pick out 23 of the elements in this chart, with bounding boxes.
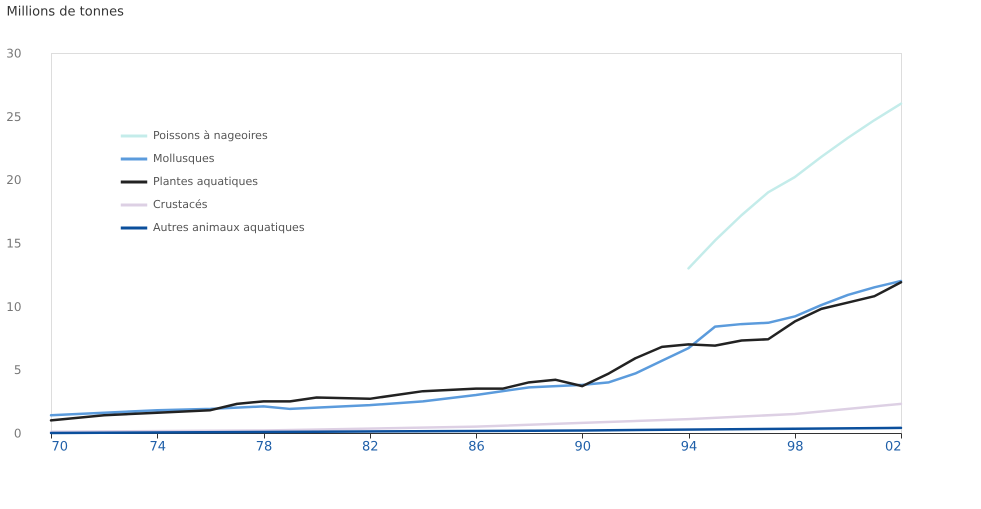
y-tick-label: 15: [6, 236, 22, 250]
legend-label: Mollusques: [153, 152, 215, 165]
line-series: [687, 102, 902, 270]
y-tick-label: 10: [6, 300, 22, 314]
y-axis-title: Millions de tonnes: [6, 4, 124, 20]
x-tick-label: 82: [362, 440, 379, 454]
y-tick-label: 25: [6, 110, 22, 124]
x-tick-label: 70: [52, 440, 68, 454]
legend-label: Autres animaux aquatiques: [153, 221, 305, 234]
y-tick-label: 5: [14, 363, 22, 378]
legend-label: Crustacés: [153, 198, 208, 211]
y-tick-label: 30: [6, 46, 22, 60]
x-tick-label: 86: [468, 440, 485, 454]
y-tick-label: 20: [6, 173, 22, 188]
x-tick-label: 90: [574, 440, 592, 454]
x-tick-label: 02: [884, 440, 902, 454]
x-tick-label: 74: [149, 440, 166, 454]
x-tick-label: 94: [680, 440, 698, 454]
x-tick-label: 98: [786, 440, 804, 454]
x-tick-label: 78: [256, 440, 272, 454]
legend-label: Plantes aquatiques: [153, 175, 258, 188]
y-tick-label: 0: [14, 426, 22, 440]
legend-label: Poissons à nageoires: [153, 129, 268, 142]
